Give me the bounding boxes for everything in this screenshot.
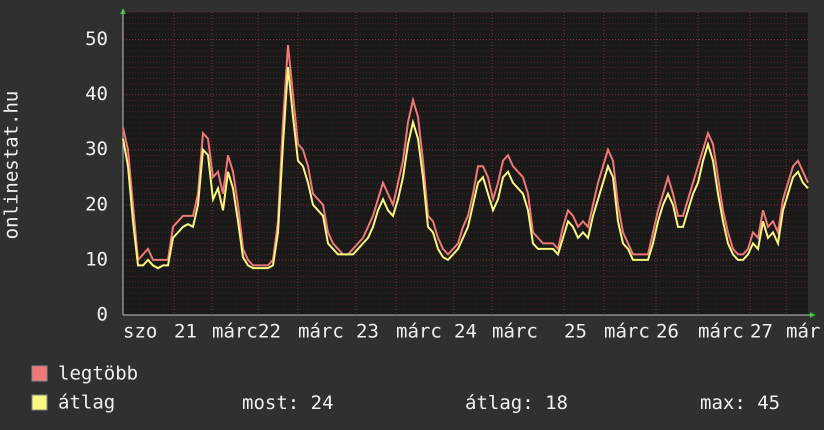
- axis-arrow: [810, 312, 816, 318]
- x-tick-label: márc: [396, 321, 442, 343]
- legend-swatch: [31, 394, 48, 411]
- legend-swatch: [31, 365, 48, 382]
- legend-label: legtöbb: [58, 363, 138, 385]
- plot-area: [123, 12, 808, 315]
- stat-label: átlag:: [465, 392, 534, 414]
- y-tick-label: 10: [85, 248, 108, 270]
- x-tick-label: 24: [454, 321, 477, 343]
- series-line: [122, 66, 809, 270]
- x-tick-label: szo: [123, 321, 157, 343]
- x-tick-label: 25: [564, 321, 587, 343]
- stat-value: 45: [757, 392, 780, 414]
- stat: most: 24: [242, 392, 334, 414]
- y-tick-label: 0: [97, 304, 108, 326]
- stat-value: 24: [311, 392, 334, 414]
- x-tick-label: márc: [298, 321, 344, 343]
- x-tick-label: márc: [492, 321, 538, 343]
- y-tick-label: 50: [85, 28, 108, 50]
- stat-label: most:: [242, 392, 299, 414]
- stat: átlag: 18: [465, 392, 568, 414]
- stat-label: max:: [700, 392, 746, 414]
- x-tick-label: már: [786, 321, 820, 343]
- x-tick-label: 26: [656, 321, 679, 343]
- y-tick-label: 20: [85, 193, 108, 215]
- x-tick-label: 21: [174, 321, 197, 343]
- x-tick-label: 27: [750, 321, 773, 343]
- stat: max: 45: [700, 392, 780, 414]
- x-tick-label: 23: [356, 321, 379, 343]
- x-tick-label: márc: [212, 321, 258, 343]
- x-tick-label: márc: [698, 321, 744, 343]
- stat-value: 18: [545, 392, 568, 414]
- y-axis-label: onlinestat.hu: [1, 91, 23, 240]
- x-tick-label: márc: [604, 321, 650, 343]
- legend-label: átlag: [58, 392, 115, 414]
- y-tick-label: 40: [85, 83, 108, 105]
- y-tick-label: 30: [85, 138, 108, 160]
- x-tick-label: 22: [258, 321, 281, 343]
- series-line: [122, 44, 809, 267]
